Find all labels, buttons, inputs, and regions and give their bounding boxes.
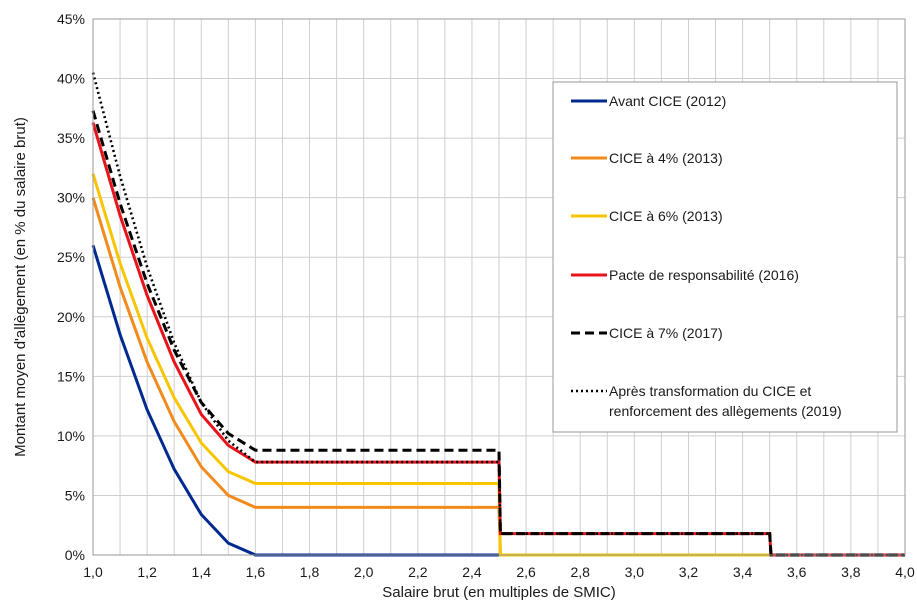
x-tick-label: 1,0 [83,564,103,580]
y-tick-label: 35% [57,130,85,146]
series-line-0 [91,244,905,557]
y-tick-label: 10% [57,428,85,444]
legend-label-5: Après transformation du CICE et [609,383,811,399]
x-tick-label: 2,2 [408,564,428,580]
x-axis-title: Salaire brut (en multiples de SMIC) [382,584,615,601]
x-tick-label: 1,6 [246,564,266,580]
tick-labels: 0% 5% 10% 15% 20% 25% 30% 35% 40% 45% 1,0 1,2 1,4 1,6… [57,11,915,580]
series-line-4 [91,110,905,557]
x-tick-label: 2,8 [570,564,590,580]
series-lines [91,72,905,557]
legend-label-4: CICE à 7% (2017) [609,325,723,341]
x-tick-label: 2,0 [354,564,374,580]
legend-label-2: CICE à 6% (2013) [609,208,723,224]
y-tick-label: 30% [57,190,85,206]
x-tick-label: 2,6 [516,564,536,580]
y-tick-label: 5% [65,487,85,503]
x-tick-label: 1,4 [192,564,212,580]
x-tick-label: 1,2 [137,564,157,580]
legend-label-1: CICE à 4% (2013) [609,150,723,166]
y-tick-label: 15% [57,368,85,384]
y-tick-label: 40% [57,71,85,87]
x-tick-label: 4,0 [895,564,915,580]
y-tick-label: 45% [57,11,85,27]
x-tick-label: 3,8 [841,564,861,580]
y-tick-label: 0% [65,547,85,563]
x-tick-label: 1,8 [300,564,320,580]
x-tick-label: 3,2 [679,564,699,580]
plot-frame [92,18,906,556]
y-axis-title: Montant moyen d'allègement (en % du sala… [12,117,29,457]
series-line-5 [91,72,905,557]
legend: Avant CICE (2012) CICE à 4% (2013) CICE à … [552,81,898,433]
x-tick-label: 2,4 [462,564,482,580]
legend-label-0: Avant CICE (2012) [609,93,726,109]
x-tick-label: 3,6 [787,564,807,580]
legend-label-3: Pacte de responsabilité (2016) [609,267,799,283]
y-tick-label: 20% [57,309,85,325]
y-tick-label: 25% [57,249,85,265]
legend-box [552,81,898,433]
legend-label-5: renforcement des allègements (2019) [609,403,842,419]
x-tick-label: 3,4 [733,564,753,580]
x-tick-label: 3,0 [625,564,645,580]
